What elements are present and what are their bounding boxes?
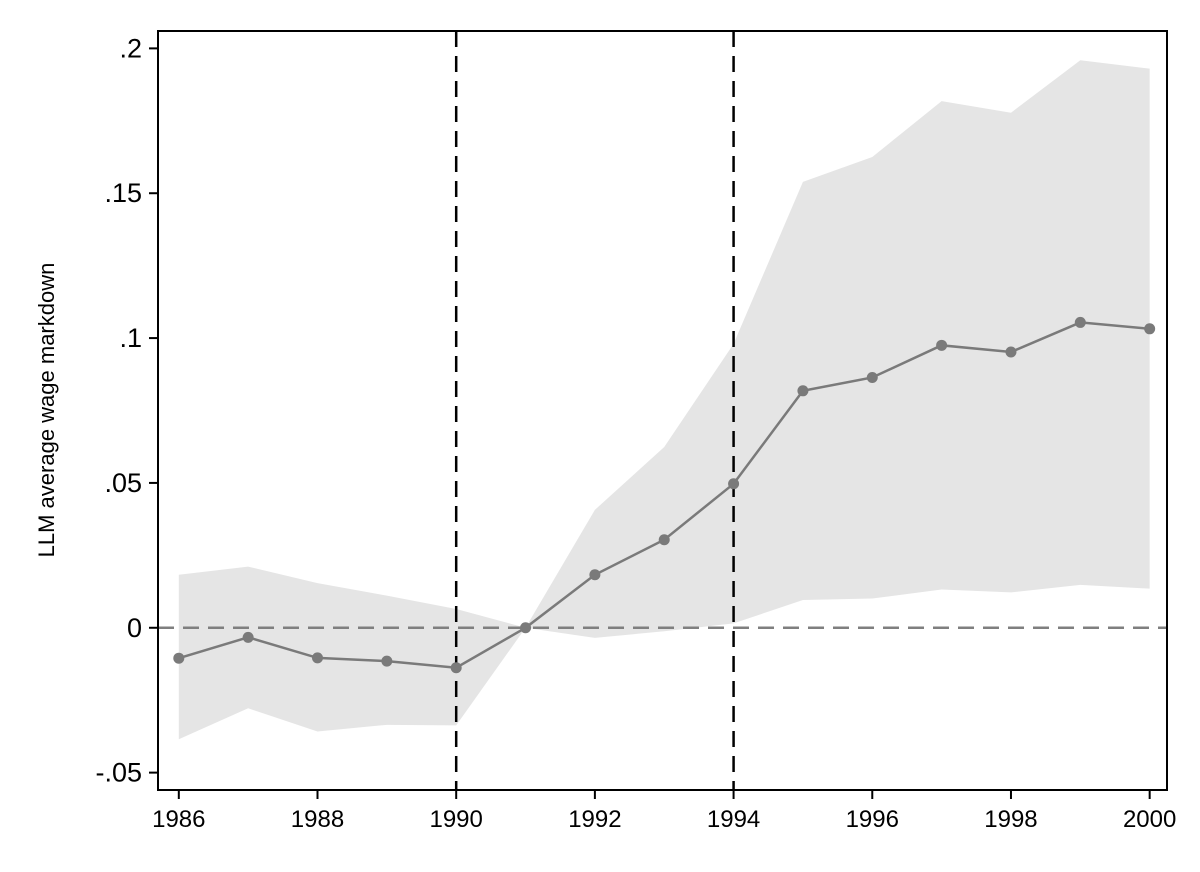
data-point-1992 bbox=[589, 569, 601, 581]
data-point-1995 bbox=[797, 385, 809, 397]
data-point-1993 bbox=[658, 534, 670, 546]
confidence-band-layer bbox=[178, 60, 1150, 740]
data-point-1990 bbox=[450, 662, 462, 674]
data-point-1989 bbox=[381, 655, 393, 667]
data-point-1988 bbox=[311, 652, 323, 664]
data-point-1994 bbox=[728, 478, 740, 490]
x-tick-label: 1996 bbox=[846, 806, 899, 833]
y-tick-label: .05 bbox=[104, 468, 142, 498]
y-tick-label: 0 bbox=[127, 613, 142, 643]
data-point-1997 bbox=[936, 339, 948, 351]
data-point-2000 bbox=[1144, 323, 1156, 335]
x-tick-label: 1990 bbox=[429, 806, 482, 833]
y-tick-label: .1 bbox=[119, 323, 142, 353]
x-tick-label: 2000 bbox=[1123, 806, 1176, 833]
series-layer bbox=[173, 316, 1156, 674]
data-point-1999 bbox=[1074, 316, 1086, 328]
axes-layer: -.05 0 .05 .1 .15 .2 1986 1988 1990 1992 1994 1996 1… bbox=[95, 33, 1176, 833]
data-point-1998 bbox=[1005, 346, 1017, 358]
x-tick-label: 1998 bbox=[984, 806, 1037, 833]
x-tick-label: 1992 bbox=[568, 806, 621, 833]
plot-frame bbox=[157, 30, 1168, 791]
data-point-1996 bbox=[866, 371, 878, 383]
data-point-1986 bbox=[173, 652, 185, 664]
confidence-band bbox=[178, 60, 1150, 740]
x-tick-label: 1988 bbox=[291, 806, 344, 833]
y-tick-label: .2 bbox=[119, 33, 142, 63]
data-point-1987 bbox=[242, 631, 254, 643]
x-tick-label: 1986 bbox=[152, 806, 205, 833]
data-point-1991 bbox=[520, 622, 532, 634]
y-axis-label: LLM average wage markdown bbox=[34, 263, 59, 558]
y-tick-label: -.05 bbox=[95, 758, 142, 788]
x-tick-label: 1994 bbox=[707, 806, 760, 833]
y-tick-label: .15 bbox=[104, 178, 142, 208]
